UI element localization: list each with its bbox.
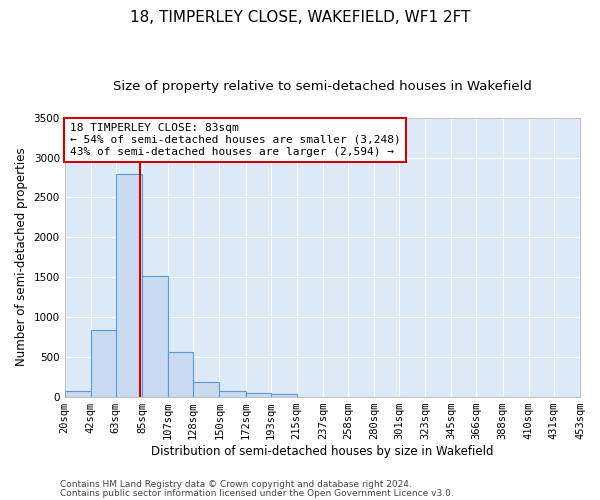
Bar	[116, 174, 142, 396]
Bar	[220, 390, 245, 396]
X-axis label: Distribution of semi-detached houses by size in Wakefield: Distribution of semi-detached houses by …	[151, 444, 494, 458]
Bar	[65, 391, 91, 396]
Bar	[271, 394, 297, 396]
Text: Contains HM Land Registry data © Crown copyright and database right 2024.: Contains HM Land Registry data © Crown c…	[60, 480, 412, 489]
Text: 18, TIMPERLEY CLOSE, WAKEFIELD, WF1 2FT: 18, TIMPERLEY CLOSE, WAKEFIELD, WF1 2FT	[130, 10, 470, 25]
Text: Contains public sector information licensed under the Open Government Licence v3: Contains public sector information licen…	[60, 488, 454, 498]
Text: 18 TIMPERLEY CLOSE: 83sqm
← 54% of semi-detached houses are smaller (3,248)
43% : 18 TIMPERLEY CLOSE: 83sqm ← 54% of semi-…	[70, 124, 401, 156]
Bar	[193, 382, 220, 396]
Title: Size of property relative to semi-detached houses in Wakefield: Size of property relative to semi-detach…	[113, 80, 532, 93]
Bar	[168, 352, 193, 397]
Bar	[245, 393, 271, 396]
Y-axis label: Number of semi-detached properties: Number of semi-detached properties	[15, 148, 28, 366]
Bar	[142, 276, 168, 396]
Bar	[91, 330, 116, 396]
